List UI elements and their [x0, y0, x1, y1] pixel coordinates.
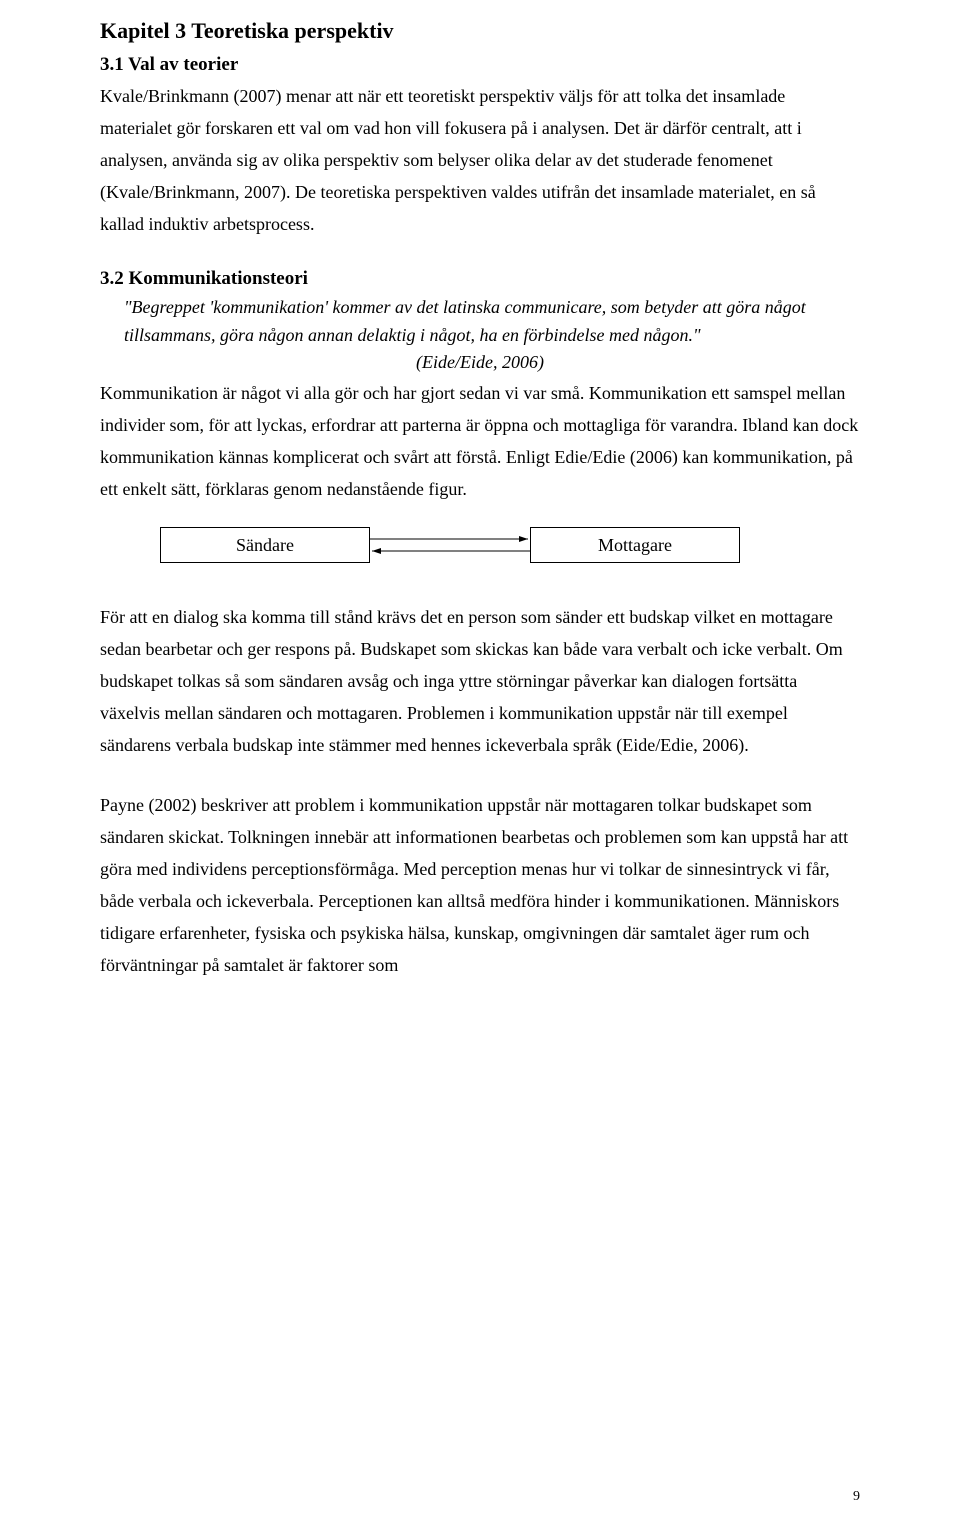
section-3-2-quote-citation: (Eide/Eide, 2006) [100, 352, 860, 373]
section-3-2-paragraph-1: Kommunikation är något vi alla gör och h… [100, 377, 860, 505]
page-number: 9 [853, 1489, 860, 1505]
chapter-title: Kapitel 3 Teoretiska perspektiv [100, 18, 860, 44]
section-3-1-body: Kvale/Brinkmann (2007) menar att när ett… [100, 80, 860, 240]
section-3-2-quote: "Begreppet 'kommunikation' kommer av det… [100, 294, 860, 350]
document-page: Kapitel 3 Teoretiska perspektiv 3.1 Val … [0, 0, 960, 1525]
section-3-2-heading: 3.2 Kommunikationsteori [100, 268, 860, 290]
section-3-2-paragraph-3: Payne (2002) beskriver att problem i kom… [100, 789, 860, 981]
section-3-1-heading: 3.1 Val av teorier [100, 54, 860, 76]
communication-diagram: Sändare Mottagare [160, 517, 760, 577]
section-3-2-paragraph-2: För att en dialog ska komma till stånd k… [100, 601, 860, 761]
diagram-arrows-icon [160, 517, 760, 577]
